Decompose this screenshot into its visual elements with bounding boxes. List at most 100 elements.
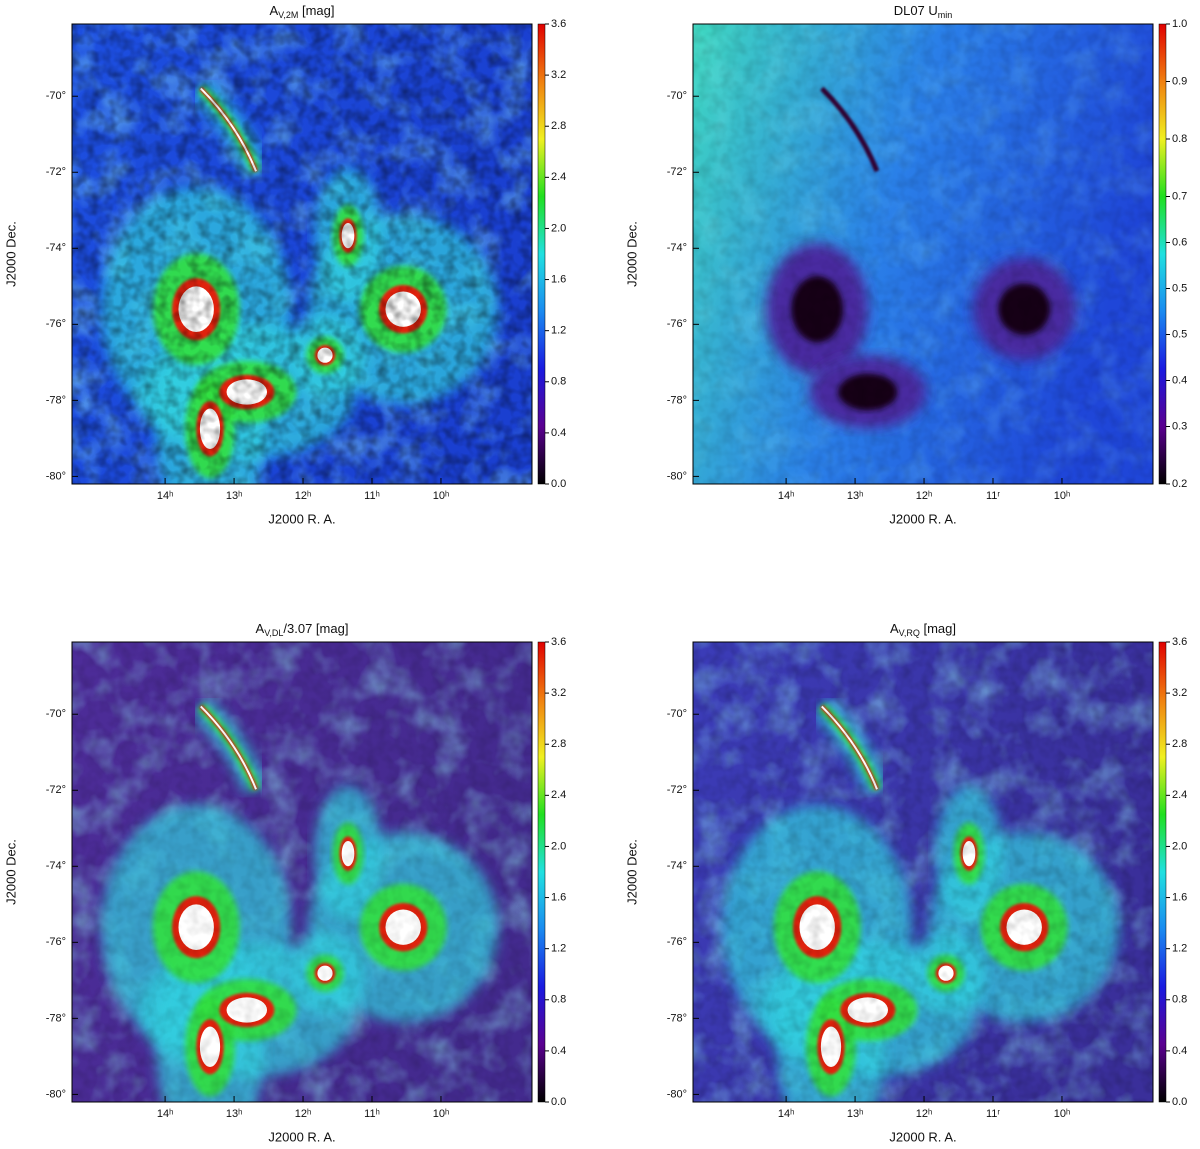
plot-frame	[692, 641, 1154, 1103]
x-tick-label: 14ʰ	[778, 490, 794, 502]
x-tick-label: 12ʰ	[295, 1108, 311, 1120]
panel: AV,RQ [mag] 14ʰ 13ʰ 12ʰ 11ʳ 10ʰ -70° -72° -74° -7…	[624, 621, 1187, 1144]
y-tick-label: -76°	[667, 936, 687, 948]
colorbar-tick-label: 0.8	[1172, 994, 1187, 1006]
panel-title: AV,DL/3.07 [mag]	[256, 621, 349, 638]
y-tick-label: -70°	[667, 90, 687, 102]
colorbar-tick-label: 0.4	[551, 427, 566, 439]
title-subscript: V,RQ	[899, 628, 920, 638]
y-tick-label: -70°	[667, 708, 687, 720]
colorbar-tick-label: 0.2	[1172, 478, 1187, 490]
x-tick-label: 11ʰ	[364, 1108, 380, 1120]
colorbar-tick-label: 0.8	[551, 994, 566, 1006]
x-tick-label: 12ʰ	[295, 490, 311, 502]
noise	[72, 642, 532, 1102]
map-image	[72, 24, 532, 484]
colorbar-tick-label: 0.4	[551, 1045, 566, 1057]
x-axis-label: J2000 R. A.	[889, 1129, 956, 1144]
title-text: A	[890, 621, 899, 636]
colorbar-tick-label: 2.0	[1172, 840, 1187, 852]
colorbar-tick-label: 2.0	[551, 222, 566, 234]
y-tick-label: -72°	[46, 166, 66, 178]
x-tick-label: 13ʰ	[226, 1108, 242, 1120]
colorbar-tick-label: 1.6	[551, 273, 566, 285]
y-tick-label: -70°	[46, 90, 66, 102]
y-tick-label: -72°	[667, 784, 687, 796]
colorbar-tick-label: 2.8	[1172, 738, 1187, 750]
y-tick-label: -80°	[46, 1088, 66, 1100]
map-image	[72, 642, 532, 1102]
colorbar-tick-label: 0.7	[1172, 190, 1187, 202]
colorbar-tick-label: 0.8	[551, 376, 566, 388]
panel-title: AV,RQ [mag]	[890, 621, 956, 638]
x-tick-label: 14ʰ	[157, 1108, 173, 1120]
colorbar-tick-label: 0.4	[1172, 374, 1187, 386]
y-tick-label: -78°	[667, 1012, 687, 1024]
y-tick-label: -72°	[667, 166, 687, 178]
x-tick-label: 11ʰ	[364, 490, 380, 502]
colorbar-tick-label: 2.8	[551, 738, 566, 750]
colorbar-tick-label: 0.0	[551, 478, 566, 490]
panel: AV,2M [mag] 14ʰ 13ʰ 12ʰ 11ʰ 10ʰ -70° -72° -74° -7…	[3, 3, 566, 526]
x-tick-label: 13ʰ	[847, 1108, 863, 1120]
y-tick-label: -80°	[667, 470, 687, 482]
y-tick-label: -76°	[46, 936, 66, 948]
colorbar-tick-label: 3.2	[1172, 687, 1187, 699]
colorbar-tick-label: 0.5	[1172, 282, 1187, 294]
colorbar-tick-label: 0.9	[1172, 75, 1187, 87]
title-text: A	[270, 3, 279, 18]
title-text: A	[256, 621, 265, 636]
x-tick-label: 10ʰ	[1054, 490, 1070, 502]
x-tick-label: 13ʰ	[847, 490, 863, 502]
y-tick-label: -80°	[46, 470, 66, 482]
title-subscript: V,2M	[278, 10, 298, 20]
colorbar-tick-label: 2.4	[551, 171, 566, 183]
y-tick-label: -74°	[667, 242, 687, 254]
x-tick-label: 13ʰ	[226, 490, 242, 502]
x-tick-label: 12ʰ	[916, 1108, 932, 1120]
x-tick-label: 12ʰ	[916, 490, 932, 502]
colorbar	[1158, 23, 1167, 485]
colorbar-tick-label: 1.0	[1172, 18, 1187, 30]
panel-title: AV,2M [mag]	[270, 3, 335, 20]
x-tick-label: 11ʳ	[986, 490, 1000, 502]
panel: DL07 Umin 14ʰ 13ʰ 12ʰ 11ʳ 10ʰ -70° -72° -74° -76°…	[624, 3, 1187, 526]
y-axis-label: J2000 Dec.	[3, 839, 18, 905]
x-axis-label: J2000 R. A.	[889, 511, 956, 526]
title-subscript: V,DL	[264, 628, 283, 638]
colorbar-tick-label: 1.6	[551, 891, 566, 903]
panel-title: DL07 Umin	[894, 3, 953, 20]
colorbar-tick-label: 0.8	[1172, 133, 1187, 145]
colorbar-tick-label: 0.5	[1172, 328, 1187, 340]
y-tick-label: -70°	[46, 708, 66, 720]
colorbar-tick-label: 2.0	[551, 840, 566, 852]
y-tick-label: -72°	[46, 784, 66, 796]
y-tick-label: -78°	[46, 1012, 66, 1024]
colorbar-tick-label: 0.6	[1172, 236, 1187, 248]
y-tick-label: -80°	[667, 1088, 687, 1100]
y-tick-label: -74°	[667, 860, 687, 872]
x-tick-label: 14ʰ	[157, 490, 173, 502]
colorbar-tick-label: 2.8	[551, 120, 566, 132]
noise	[693, 642, 1153, 1102]
colorbar-tick-label: 0.4	[1172, 1045, 1187, 1057]
y-axis-label: J2000 Dec.	[624, 839, 639, 905]
colorbar-tick-label: 3.6	[1172, 636, 1187, 648]
colorbar-tick-label: 2.4	[551, 789, 566, 801]
x-tick-label: 10ʰ	[433, 1108, 449, 1120]
colorbar-tick-label: 0.0	[551, 1096, 566, 1108]
colorbar-tick-label: 1.6	[1172, 891, 1187, 903]
colorbar-tick-label: 0.0	[1172, 1096, 1187, 1108]
x-axis-label: J2000 R. A.	[268, 1129, 335, 1144]
x-tick-label: 10ʰ	[433, 490, 449, 502]
title-suffix: [mag]	[920, 621, 956, 636]
colorbar	[537, 641, 546, 1103]
y-axis-label: J2000 Dec.	[624, 221, 639, 287]
colorbar-tick-label: 3.2	[551, 687, 566, 699]
colorbar	[1158, 641, 1167, 1103]
x-tick-label: 10ʰ	[1054, 1108, 1070, 1120]
map-image	[693, 24, 1153, 484]
title-suffix: [mag]	[298, 3, 334, 18]
noise	[693, 24, 1153, 484]
